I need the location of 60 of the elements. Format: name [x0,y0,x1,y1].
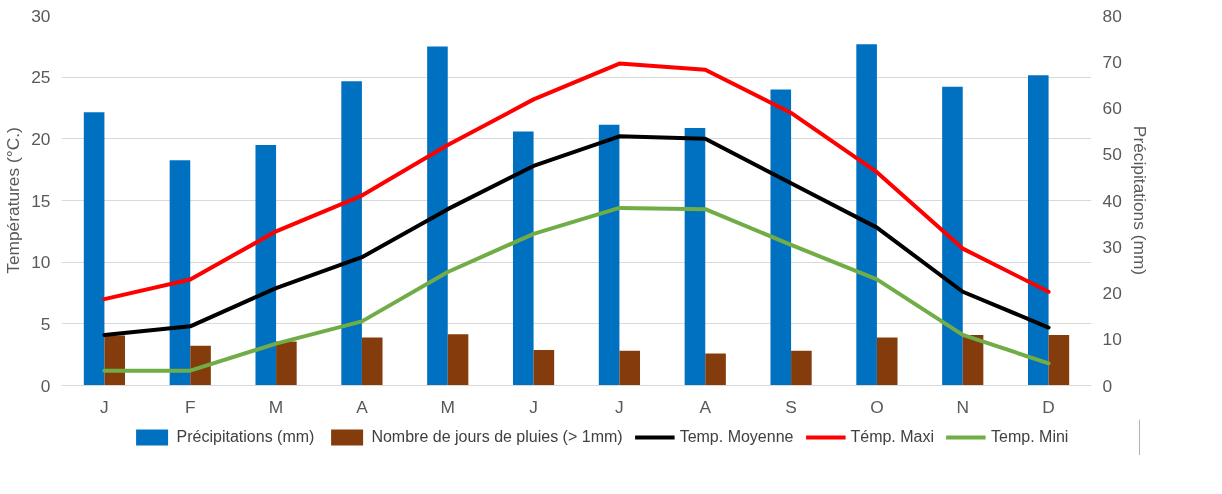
y2-axis-title: Précipitations (mm) [1129,125,1150,276]
legend-label: Temp. Mini [991,428,1069,446]
bar [276,341,297,386]
bar [341,81,362,386]
bar [533,349,555,386]
y2-tick-label: 0 [1102,375,1113,396]
bar [791,350,812,386]
y-tick-label: 10 [31,252,51,273]
legend-label: Temp. Moyenne [679,428,794,446]
bar [512,131,534,386]
legend-label: Témp. Maxi [850,428,935,446]
bar [427,46,448,386]
bar [447,334,469,386]
x-tick-label: J [100,396,109,417]
y-axis-title: Températures (°C.) [3,127,24,274]
y2-tick-label: 60 [1102,98,1122,118]
y2-tick-label: 30 [1102,236,1122,257]
bar [1048,335,1070,386]
bar [361,337,383,386]
x-tick-label: D [1042,396,1055,417]
x-tick-label: J [615,396,624,417]
x-tick-label: S [785,396,797,417]
y-tick-label: 0 [40,375,51,396]
bar [169,160,191,386]
x-tick-label: N [956,396,970,417]
line-series [102,61,1051,302]
x-tick-label: O [870,396,884,417]
bar [1027,75,1049,386]
y2-tick-label: 10 [1102,329,1122,350]
bar [770,89,792,386]
line-series [102,205,1051,373]
y-tick-label: 5 [40,313,51,334]
y2-tick-label: 50 [1102,144,1122,165]
bar [619,350,641,386]
bar [83,112,105,386]
line-series [102,134,1051,337]
x-tick-label: M [440,396,455,417]
x-tick-label: J [529,396,538,417]
x-tick-label: M [268,396,284,417]
bar [942,86,963,386]
legend-label: Précipitations (mm) [176,428,315,446]
legend-label: Nombre de jours de pluies (> 1mm) [371,428,623,446]
bar [684,127,706,386]
y-tick-label: 20 [31,128,51,149]
bar [876,337,898,386]
bar [104,335,126,386]
y2-tick-label: 20 [1102,283,1122,303]
y-tick-label: 30 [31,5,51,26]
y2-tick-label: 70 [1102,51,1122,72]
bar [598,124,620,386]
y-tick-label: 25 [31,67,51,88]
bar [705,353,726,386]
x-tick-label: A [356,396,369,417]
bar [856,44,877,386]
x-tick-label: A [699,396,712,417]
y2-tick-label: 40 [1102,190,1122,211]
y2-tick-label: 80 [1102,5,1122,26]
bar [255,145,277,386]
y-tick-label: 15 [31,190,51,211]
x-tick-label: F [184,396,196,417]
